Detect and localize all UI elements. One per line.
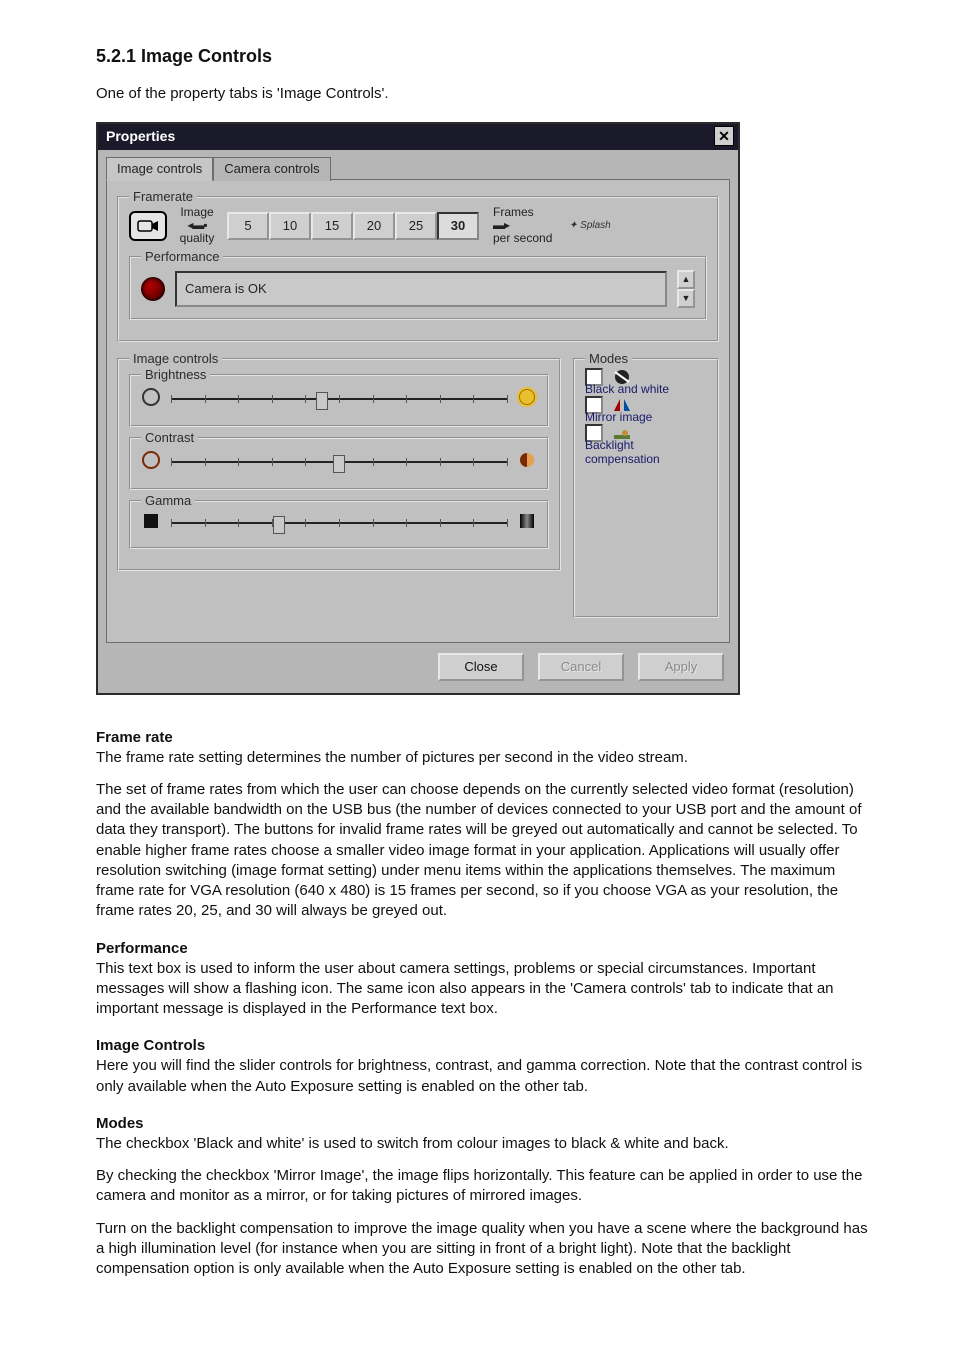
performance-spinner[interactable]: ▲ ▼ bbox=[677, 270, 695, 308]
framerate-legend: Framerate bbox=[129, 189, 197, 204]
performance-legend: Performance bbox=[141, 249, 223, 264]
brightness-group: Brightness bbox=[129, 374, 549, 427]
image-quality-label: Image ◂▬▪ quality bbox=[175, 206, 219, 246]
bw-label: Black and white bbox=[585, 382, 669, 396]
window-title: Properties bbox=[106, 128, 175, 144]
splash-icon: ✦ Splash bbox=[569, 220, 611, 231]
section-heading: 5.2.1 Image Controls bbox=[96, 46, 874, 67]
tabbar: Image controls Camera controls bbox=[106, 156, 730, 180]
brightness-low-icon bbox=[141, 388, 161, 411]
status-led-icon bbox=[141, 277, 165, 301]
framerate-group: Framerate Image ◂▬▪ quality 51015202530 … bbox=[117, 196, 719, 342]
text-image-controls: Here you will find the slider controls f… bbox=[96, 1056, 874, 1097]
camera-icon[interactable] bbox=[129, 211, 167, 241]
close-button[interactable]: Close bbox=[438, 653, 524, 681]
text-performance: This text box is used to inform the user… bbox=[96, 959, 874, 1020]
properties-dialog: Properties ✕ Image controls Camera contr… bbox=[96, 122, 740, 695]
framerate-buttons: 51015202530 bbox=[227, 212, 479, 240]
mode-backlight[interactable]: Backlight compensation bbox=[585, 424, 707, 466]
dialog-button-row: Close Cancel Apply bbox=[106, 643, 730, 685]
text-modes-2: By checking the checkbox 'Mirror Image',… bbox=[96, 1166, 874, 1207]
mode-black-and-white[interactable]: Black and white bbox=[585, 368, 707, 396]
intro-text: One of the property tabs is 'Image Contr… bbox=[96, 85, 874, 102]
heading-image-controls: Image Controls bbox=[96, 1037, 874, 1054]
framerate-25[interactable]: 25 bbox=[395, 212, 437, 240]
text-framerate-1: The frame rate setting determines the nu… bbox=[96, 748, 874, 768]
contrast-group: Contrast bbox=[129, 437, 549, 490]
apply-button[interactable]: Apply bbox=[638, 653, 724, 681]
contrast-low-icon bbox=[141, 451, 161, 474]
text-modes-1: The checkbox 'Black and white' is used t… bbox=[96, 1134, 874, 1154]
brightness-slider[interactable] bbox=[171, 390, 507, 408]
modes-legend: Modes bbox=[585, 351, 632, 366]
contrast-legend: Contrast bbox=[141, 430, 198, 445]
spin-down-icon[interactable]: ▼ bbox=[677, 289, 695, 308]
heading-modes: Modes bbox=[96, 1115, 874, 1132]
text-modes-3: Turn on the backlight compensation to im… bbox=[96, 1219, 874, 1280]
contrast-slider[interactable] bbox=[171, 453, 507, 471]
titlebar: Properties ✕ bbox=[98, 124, 738, 150]
framerate-10[interactable]: 10 bbox=[269, 212, 311, 240]
tab-image-controls[interactable]: Image controls bbox=[106, 157, 213, 181]
frames-per-second-label: Frames ▬▸ per second bbox=[493, 206, 557, 246]
image-controls-legend: Image controls bbox=[129, 351, 222, 366]
close-icon[interactable]: ✕ bbox=[714, 126, 734, 146]
contrast-high-icon bbox=[517, 453, 537, 472]
image-controls-group: Image controls Brightness Contrast bbox=[117, 358, 561, 571]
cancel-button[interactable]: Cancel bbox=[538, 653, 624, 681]
text-framerate-2: The set of frame rates from which the us… bbox=[96, 780, 874, 922]
tab-camera-controls[interactable]: Camera controls bbox=[213, 157, 330, 181]
mirror-label: Mirror image bbox=[585, 410, 652, 424]
brightness-legend: Brightness bbox=[141, 367, 210, 382]
framerate-30[interactable]: 30 bbox=[437, 212, 479, 240]
framerate-20[interactable]: 20 bbox=[353, 212, 395, 240]
gamma-low-icon bbox=[141, 514, 161, 533]
performance-text: Camera is OK bbox=[175, 271, 667, 307]
gamma-group: Gamma bbox=[129, 500, 549, 549]
gamma-high-icon bbox=[517, 514, 537, 533]
mode-mirror-image[interactable]: Mirror image bbox=[585, 396, 707, 424]
backlight-label: Backlight compensation bbox=[585, 438, 707, 466]
heading-framerate: Frame rate bbox=[96, 729, 874, 746]
framerate-5[interactable]: 5 bbox=[227, 212, 269, 240]
gamma-legend: Gamma bbox=[141, 493, 195, 508]
framerate-15[interactable]: 15 bbox=[311, 212, 353, 240]
modes-group: Modes Black and white bbox=[573, 358, 719, 618]
spin-up-icon[interactable]: ▲ bbox=[677, 270, 695, 289]
tab-panel: Framerate Image ◂▬▪ quality 51015202530 … bbox=[106, 179, 730, 643]
gamma-slider[interactable] bbox=[171, 514, 507, 532]
heading-performance: Performance bbox=[96, 940, 874, 957]
performance-group: Performance Camera is OK ▲ ▼ bbox=[129, 256, 707, 320]
brightness-high-icon bbox=[517, 389, 537, 410]
